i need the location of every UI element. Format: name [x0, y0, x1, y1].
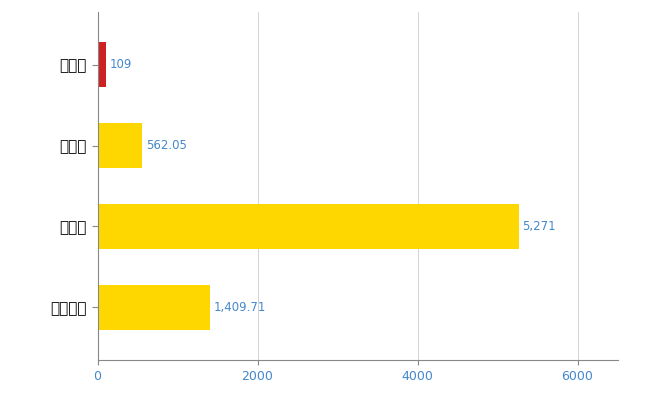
Bar: [98, 42, 106, 87]
Text: 109: 109: [109, 58, 132, 71]
Bar: [98, 204, 519, 249]
Text: 5,271: 5,271: [523, 220, 556, 233]
Text: 1,409.71: 1,409.71: [213, 301, 266, 314]
Text: 562.05: 562.05: [146, 139, 187, 152]
Bar: [98, 123, 142, 168]
Bar: [98, 285, 211, 330]
